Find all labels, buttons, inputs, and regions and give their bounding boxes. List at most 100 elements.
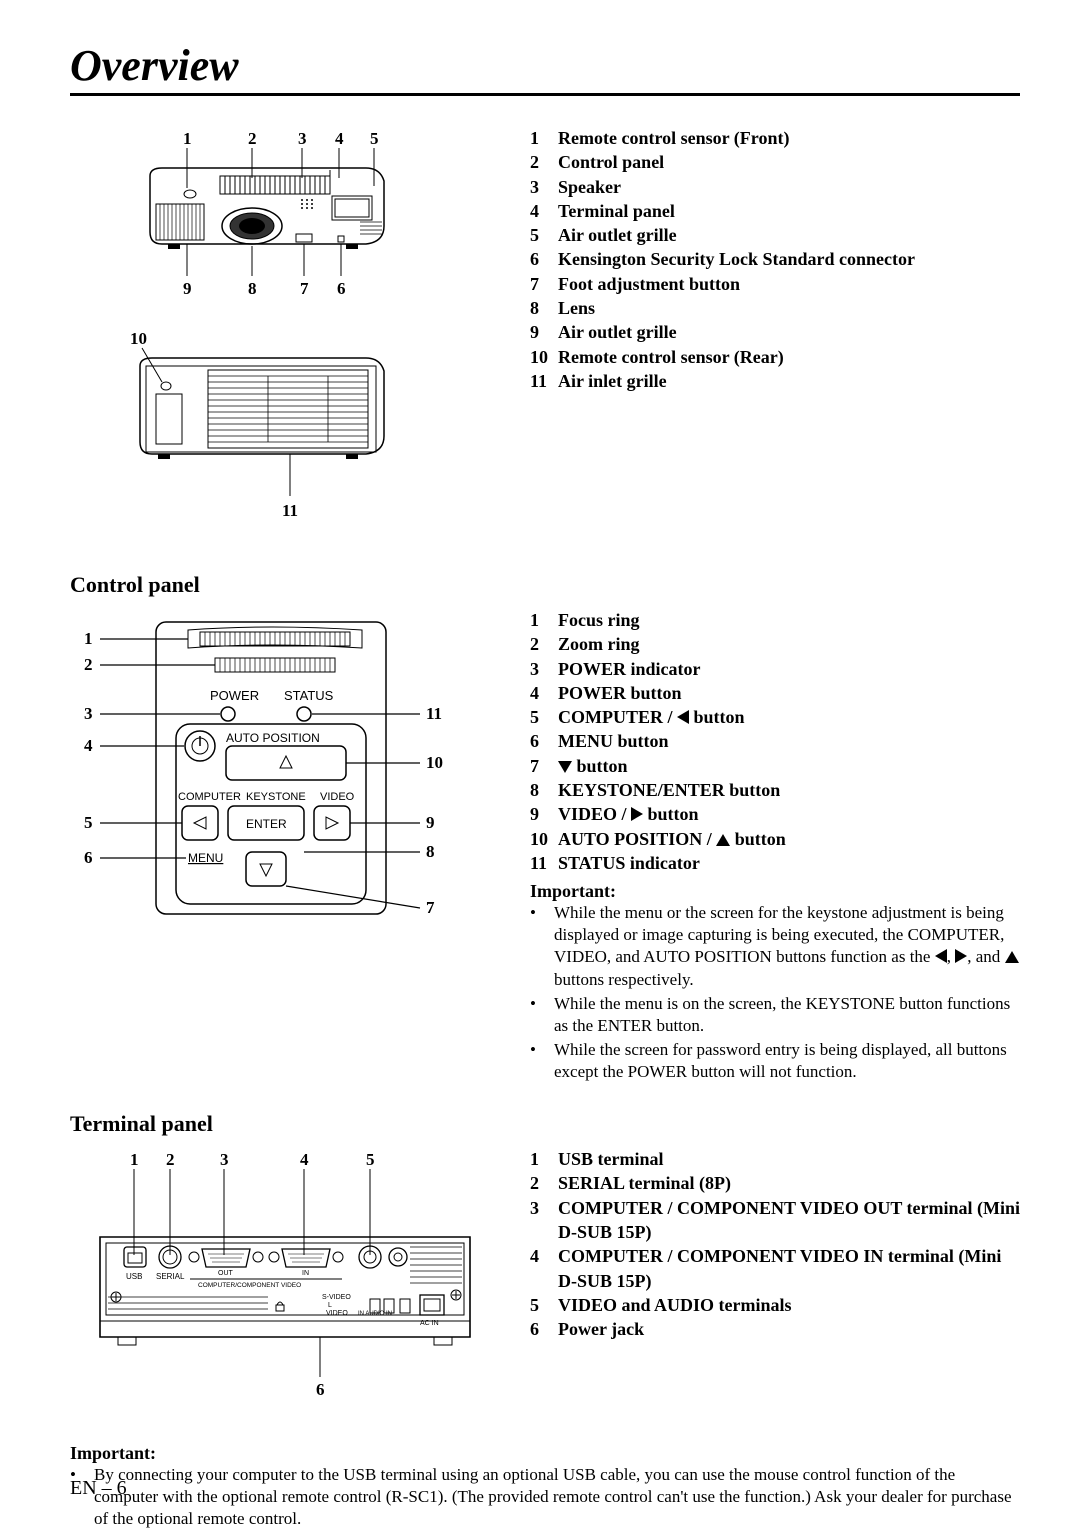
important-label: Important: (530, 881, 1020, 902)
list-item: 1USB terminal (530, 1147, 1020, 1171)
svg-text:6: 6 (84, 848, 93, 867)
svg-text:10: 10 (426, 753, 443, 772)
svg-text:11: 11 (282, 501, 298, 520)
svg-text:COMPUTER: COMPUTER (178, 791, 241, 803)
svg-text:6: 6 (337, 279, 346, 298)
list-item: 4POWER button (530, 681, 1020, 705)
control-panel-important: While the menu or the screen for the key… (530, 902, 1020, 1083)
list-item: 3POWER indicator (530, 657, 1020, 681)
svg-text:1: 1 (84, 629, 93, 648)
control-panel-list-wrap: 1Focus ring2Zoom ring3POWER indicator4PO… (530, 608, 1020, 1085)
svg-text:5: 5 (366, 1150, 375, 1169)
svg-text:IN: IN (302, 1270, 309, 1277)
list-item: 9Air outlet grille (530, 320, 1020, 344)
important-item: While the menu or the screen for the key… (530, 902, 1020, 990)
svg-text:MENU: MENU (188, 851, 223, 865)
list-item: 2Control panel (530, 150, 1020, 174)
svg-text:USB: USB (126, 1272, 142, 1281)
arrow-up-icon (716, 834, 730, 846)
svg-text:VIDEO: VIDEO (326, 1310, 348, 1317)
list-item: 3COMPUTER / COMPONENT VIDEO OUT terminal… (530, 1196, 1020, 1245)
svg-text:VIDEO: VIDEO (320, 791, 355, 803)
svg-text:4: 4 (335, 129, 344, 148)
svg-text:2: 2 (84, 655, 93, 674)
overview-row: 1 2 3 4 5 (70, 126, 1020, 546)
arrow-down-icon (558, 761, 572, 773)
svg-text:1: 1 (183, 129, 192, 148)
svg-text:5: 5 (370, 129, 379, 148)
overview-diagrams: 1 2 3 4 5 (70, 126, 490, 546)
arrow-left-icon (677, 710, 689, 724)
terminal-panel-list-wrap: 1USB terminal2SERIAL terminal (8P)3COMPU… (530, 1147, 1020, 1417)
control-panel-diagram-wrap: POWER STATUS AUTO POSITION COMPUTER KEYS… (70, 608, 490, 1085)
list-item: 9VIDEO / button (530, 802, 1020, 826)
list-item: 11Air inlet grille (530, 369, 1020, 393)
svg-text:S-VIDEO: S-VIDEO (322, 1294, 351, 1301)
svg-text:10: 10 (130, 329, 147, 348)
important-item: While the screen for password entry is b… (530, 1039, 1020, 1083)
footer-important-text: By connecting your computer to the USB t… (94, 1464, 1020, 1530)
svg-text:11: 11 (426, 704, 442, 723)
list-item: 6Kensington Security Lock Standard conne… (530, 247, 1020, 271)
svg-text:3: 3 (220, 1150, 229, 1169)
svg-text:STATUS: STATUS (284, 688, 334, 703)
footer-important-list: By connecting your computer to the USB t… (70, 1464, 1020, 1530)
svg-text:COMPUTER/COMPONENT VIDEO: COMPUTER/COMPONENT VIDEO (198, 1282, 301, 1289)
arrow-right-icon (631, 807, 643, 821)
terminal-panel-section: Terminal panel 1 2 3 4 5 (70, 1111, 1020, 1417)
overview-parts-list: 1Remote control sensor (Front)2Control p… (530, 126, 1020, 546)
svg-text:2: 2 (166, 1150, 175, 1169)
projector-front-diagram: 1 2 3 4 5 (70, 126, 450, 326)
list-item: 3Speaker (530, 175, 1020, 199)
svg-text:3: 3 (298, 129, 307, 148)
svg-text:L: L (328, 1302, 332, 1309)
svg-text:4: 4 (300, 1150, 309, 1169)
projector-rear-diagram: 10 11 (70, 326, 450, 546)
list-item: 4COMPUTER / COMPONENT VIDEO IN terminal … (530, 1244, 1020, 1293)
svg-text:2: 2 (248, 129, 257, 148)
list-item: 10Remote control sensor (Rear) (530, 345, 1020, 369)
footer-important-label: Important: (70, 1443, 1020, 1464)
list-item: 1Focus ring (530, 608, 1020, 632)
svg-text:KEYSTONE: KEYSTONE (246, 791, 306, 803)
list-item: 1Remote control sensor (Front) (530, 126, 1020, 150)
arrow-left-icon (935, 949, 947, 963)
svg-text:7: 7 (426, 898, 435, 917)
svg-text:3: 3 (84, 704, 93, 723)
list-item: 7 button (530, 754, 1020, 778)
control-panel-section: Control panel POWER STATUS (70, 572, 1020, 1085)
svg-text:8: 8 (426, 842, 435, 861)
control-panel-title: Control panel (70, 572, 1020, 598)
svg-text:7: 7 (300, 279, 309, 298)
arrow-up-icon (1005, 951, 1019, 963)
arrow-right-icon (955, 949, 967, 963)
important-item: While the menu is on the screen, the KEY… (530, 993, 1020, 1037)
svg-text:OUT: OUT (218, 1270, 234, 1277)
footer-important: Important: By connecting your computer t… (70, 1443, 1020, 1530)
svg-text:1: 1 (130, 1150, 139, 1169)
list-item: 6MENU button (530, 729, 1020, 753)
svg-text:IN AUDIO IN: IN AUDIO IN (358, 1311, 392, 1317)
list-item: 2SERIAL terminal (8P) (530, 1171, 1020, 1195)
svg-text:AC IN: AC IN (420, 1320, 439, 1327)
svg-text:9: 9 (183, 279, 192, 298)
list-item: 5Air outlet grille (530, 223, 1020, 247)
list-item: 11STATUS indicator (530, 851, 1020, 875)
list-item: 6Power jack (530, 1317, 1020, 1341)
svg-text:AUTO POSITION: AUTO POSITION (226, 731, 320, 745)
terminal-panel-title: Terminal panel (70, 1111, 1020, 1137)
list-item: 8Lens (530, 296, 1020, 320)
svg-text:POWER: POWER (210, 688, 259, 703)
list-item: 5VIDEO and AUDIO terminals (530, 1293, 1020, 1317)
svg-text:6: 6 (316, 1380, 325, 1399)
svg-text:8: 8 (248, 279, 257, 298)
terminal-panel-diagram: 1 2 3 4 5 (70, 1147, 490, 1417)
svg-text:5: 5 (84, 813, 93, 832)
control-panel-diagram: POWER STATUS AUTO POSITION COMPUTER KEYS… (70, 608, 470, 948)
list-item: 10AUTO POSITION / button (530, 827, 1020, 851)
list-item: 4Terminal panel (530, 199, 1020, 223)
terminal-panel-diagram-wrap: 1 2 3 4 5 (70, 1147, 490, 1417)
page-number: EN – 6 (70, 1477, 127, 1500)
list-item: 7Foot adjustment button (530, 272, 1020, 296)
svg-text:9: 9 (426, 813, 435, 832)
